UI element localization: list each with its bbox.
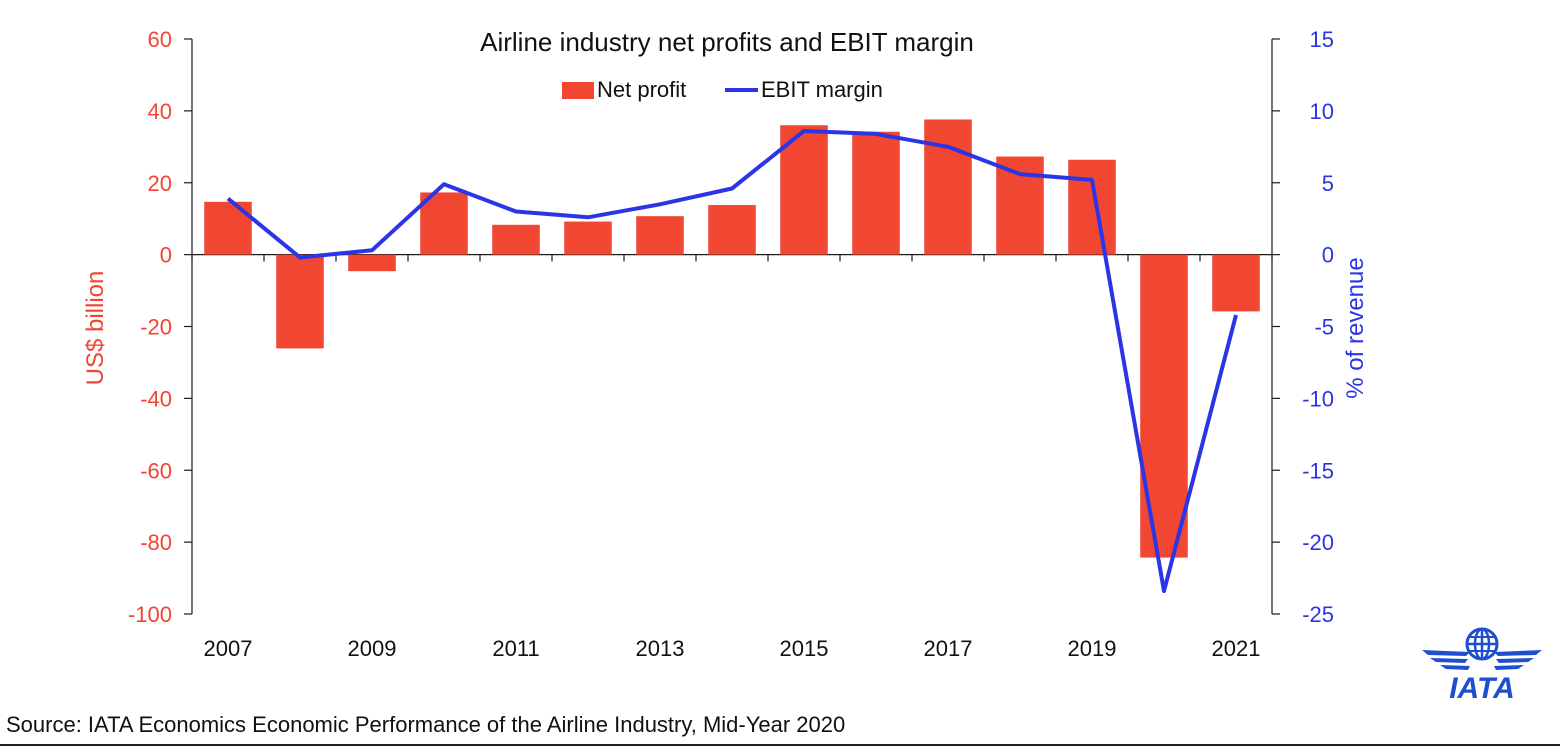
legend-label-net-profit: Net profit [597, 77, 686, 102]
left-tick-label: -40 [140, 386, 172, 411]
left-axis-label: US$ billion [82, 271, 109, 386]
x-tick-label: 2013 [636, 636, 685, 661]
left-tick-label: 40 [148, 99, 172, 124]
net-profit-bar-2008 [276, 254, 324, 349]
right-tick-label: -5 [1314, 315, 1334, 340]
left-tick-label: -100 [128, 602, 172, 627]
left-tick-label: -20 [140, 315, 172, 340]
chart: Airline industry net profits and EBIT ma… [82, 27, 1369, 661]
chart-title: Airline industry net profits and EBIT ma… [480, 27, 974, 57]
bottom-rule [0, 744, 1560, 746]
left-tick-label: 20 [148, 171, 172, 196]
source-note: Source: IATA Economics Economic Performa… [6, 712, 846, 737]
net-profit-bar-2009 [348, 254, 396, 272]
right-axis-label: % of revenue [1342, 257, 1369, 398]
net-profit-bar-2013 [636, 216, 684, 255]
right-tick-label: 15 [1310, 27, 1334, 52]
right-tick-label: 10 [1310, 99, 1334, 124]
x-tick-label: 2021 [1212, 636, 1261, 661]
legend-swatch-net-profit [562, 82, 594, 99]
right-axis: 15 10 5 0 -5 -10 -15 -20 -25 [1271, 27, 1334, 627]
net-profit-bars [204, 119, 1260, 558]
net-profit-bar-2019 [1068, 159, 1116, 255]
x-tick-label: 2019 [1068, 636, 1117, 661]
x-tick-label: 2011 [492, 636, 539, 661]
net-profit-bar-2011 [492, 224, 540, 255]
net-profit-bar-2016 [852, 131, 900, 255]
legend: Net profit EBIT margin [562, 77, 883, 102]
x-tick-label: 2015 [780, 636, 829, 661]
iata-logo: IATA [1422, 627, 1542, 702]
net-profit-bar-2012 [564, 221, 612, 255]
right-tick-label: 5 [1322, 171, 1334, 196]
net-profit-bar-2010 [420, 192, 468, 255]
net-profit-bar-2017 [924, 119, 972, 255]
right-tick-label: -10 [1302, 386, 1334, 411]
right-tick-label: -15 [1302, 458, 1334, 483]
iata-logo-text: IATA [1449, 672, 1515, 702]
x-tick-label: 2017 [924, 636, 973, 661]
ebit-margin-line [226, 129, 1238, 593]
net-profit-bar-2015 [780, 125, 828, 255]
net-profit-bar-2014 [708, 205, 756, 255]
x-axis: 2007 2009 2011 2013 2015 2017 2019 2021 [191, 254, 1273, 661]
left-tick-label: 0 [160, 243, 172, 268]
left-tick-label: -80 [140, 530, 172, 555]
legend-label-ebit-margin: EBIT margin [761, 77, 883, 102]
net-profit-bar-2021 [1212, 254, 1260, 312]
net-profit-bar-2018 [996, 156, 1044, 255]
left-tick-label: 60 [148, 27, 172, 52]
x-tick-label: 2007 [204, 636, 253, 661]
right-tick-label: -20 [1302, 530, 1334, 555]
x-tick-label: 2009 [348, 636, 397, 661]
right-tick-label: -25 [1302, 602, 1334, 627]
left-tick-label: -60 [140, 458, 172, 483]
net-profit-bar-2020 [1140, 254, 1188, 558]
right-tick-label: 0 [1322, 243, 1334, 268]
left-axis: 60 40 20 0 -20 -40 -60 -80 -100 [128, 27, 193, 627]
